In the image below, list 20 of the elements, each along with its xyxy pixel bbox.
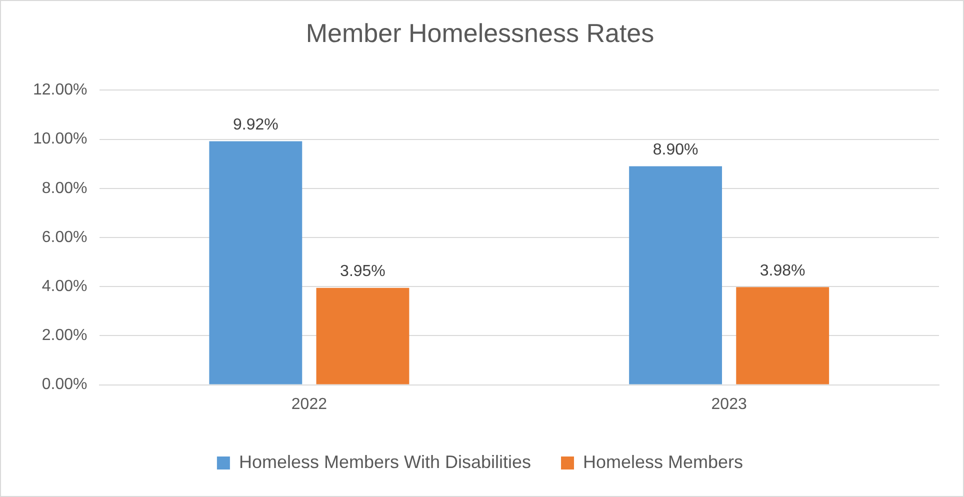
x-tick-label: 2022	[291, 396, 328, 413]
data-label: 9.92%	[232, 116, 278, 134]
y-tick-label: 12.00%	[33, 82, 88, 99]
data-label: 3.98%	[760, 262, 806, 280]
legend-label: Homeless Members	[583, 452, 744, 472]
bar	[736, 287, 830, 384]
y-tick-label: 6.00%	[42, 228, 88, 246]
data-label: 3.95%	[340, 263, 386, 280]
x-tick-label: 2023	[711, 396, 747, 413]
y-tick-label: 10.00%	[33, 130, 88, 148]
bar	[209, 141, 302, 384]
y-tick-label: 2.00%	[42, 327, 88, 344]
y-tick-label: 4.00%	[42, 278, 88, 296]
y-tick-label: 0.00%	[42, 376, 88, 394]
legend-label: Homeless Members With Disabilities	[238, 452, 532, 472]
bar	[316, 288, 410, 384]
bar	[629, 166, 722, 384]
data-label: 8.90%	[652, 142, 698, 159]
chart-title: Member Homelessness Rates	[306, 18, 654, 48]
y-tick-label: 8.00%	[42, 180, 88, 197]
